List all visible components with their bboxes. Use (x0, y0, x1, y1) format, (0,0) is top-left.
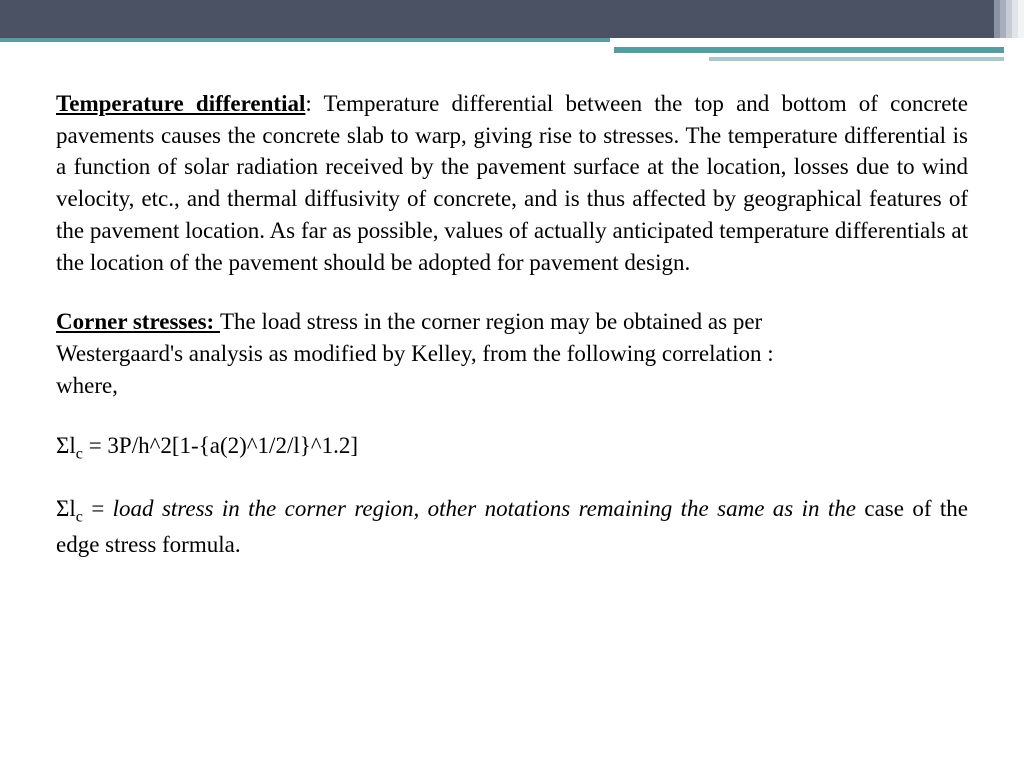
accent-line-right-light (709, 57, 1004, 61)
accent-line-left (0, 38, 610, 42)
accent-lines (0, 33, 1024, 63)
definition-subscript: c (76, 509, 83, 526)
formula-subscript: c (76, 445, 83, 462)
formula-line: Σlc = 3P/h^2[1-{a(2)^1/2/l}^1.2] (56, 430, 968, 466)
formula-expression: = 3P/h^2[1-{a(2)^1/2/l}^1.2] (83, 433, 358, 458)
heading-corner-stresses: Corner stresses: (56, 309, 220, 334)
slide-content: Temperature differential: Temperature di… (0, 38, 1024, 561)
where-label: where, (56, 370, 968, 402)
accent-line-right-thick (614, 47, 1004, 53)
corner-stresses-line1: Corner stresses: The load stress in the … (56, 306, 968, 338)
formula-symbol: Σl (56, 433, 76, 458)
body-temperature-differential: : Temperature differential between the t… (56, 91, 968, 275)
heading-temperature-differential: Temperature differential (56, 91, 305, 116)
definition-symbol: Σl (56, 496, 76, 521)
corner-stresses-intro: The load stress in the corner region may… (220, 309, 762, 334)
paragraph-corner-stresses: Corner stresses: The load stress in the … (56, 306, 968, 401)
definition-line: Σlc = load stress in the corner region, … (56, 493, 968, 561)
definition-equals: = (83, 496, 113, 521)
paragraph-temperature-differential: Temperature differential: Temperature di… (56, 88, 968, 278)
corner-stresses-line2: Westergaard's analysis as modified by Ke… (56, 338, 968, 370)
definition-italic: load stress in the corner region, other … (113, 496, 865, 521)
